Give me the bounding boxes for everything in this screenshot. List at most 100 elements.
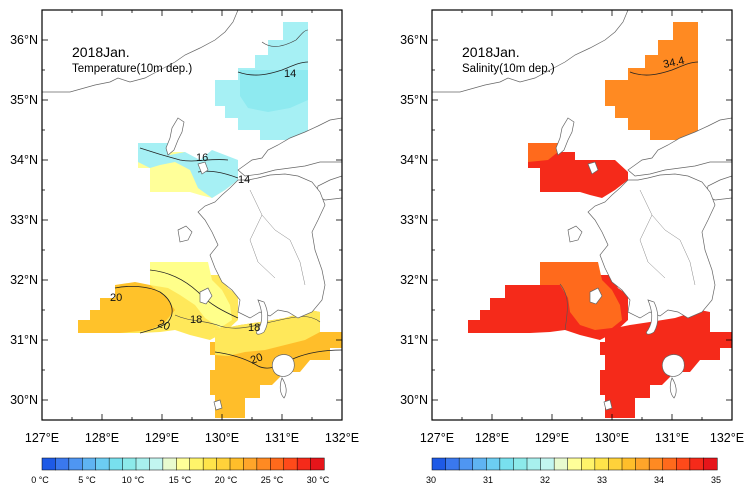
temperature-map-subtitle: Temperature(10m dep.) [72,63,192,75]
sal-colorbar-swatch-5 [499,457,514,471]
sal-cb-label-32: 32 [540,475,550,485]
temp-field-south-light [215,310,320,356]
sal-colorbar-swatch-14 [621,457,637,471]
temperature-land [42,10,342,411]
temp-colorbar-swatch-3 [82,457,97,471]
tsushima-island [165,117,185,156]
temp-colorbar-swatch-1 [55,457,70,471]
sal-korean-peninsula [432,10,629,93]
salinity-colorbar [431,457,718,471]
sal-colorbar-swatch-9 [553,457,569,471]
korean-peninsula [42,10,239,93]
temp-colorbar-swatch-5 [108,457,124,471]
sal-colorbar-swatch-0 [431,457,447,471]
sal-contour-west [559,283,568,331]
sal-small-island-south [603,399,613,411]
temp-colorbar-swatch-9 [162,457,177,471]
temp-colorbar-swatch-13 [216,457,231,471]
sal-lat-label-33: 33°N [400,213,428,227]
sal-lat-label-31: 31°N [400,333,428,347]
satsuma-bay [256,299,269,335]
salinity-land [432,10,732,411]
temp-contour-18 [149,269,239,319]
temp-cb-label-25: 25 °C [261,475,284,485]
iki-island [197,161,209,175]
temp-lat-label-34: 34°N [10,153,38,167]
temp-lat-label-31: 31°N [10,333,38,347]
temp-lon-label-127: 127°E [25,431,59,445]
salinity-contour-labels: 34.4 [662,55,685,71]
sal-cb-label-33: 33 [597,475,607,485]
sal-lat-label-36: 36°N [400,33,428,47]
sal-cb-label-35: 35 [711,475,721,485]
sal-tanegashima [669,377,677,399]
temp-lat-label-32: 32°N [10,273,38,287]
sal-colorbar-swatch-17 [662,457,677,471]
temp-field-tsushima-cool [138,143,238,198]
sal-colorbar-swatch-4 [486,457,501,471]
sal-field-tsushima [528,143,628,198]
temp-colorbar-swatch-2 [68,457,83,471]
salinity-map-ticks [431,9,733,420]
temp-colorbar-swatch-14 [229,457,244,471]
sal-field-tsushima-nw [528,143,560,162]
sal-honshu [627,117,732,177]
temp-colorbar-swatch-16 [256,457,271,471]
sal-iki-island [587,161,599,175]
temp-cb-label-10: 10 °C [122,475,145,485]
temp-lon-label-129: 129°E [145,431,179,445]
temp-contour-20-west [114,285,173,334]
temperature-colorbar-labels: 0 °C 5 °C 10 °C 15 °C 20 °C 25 °C 30 °C [31,475,330,485]
sal-lon-label-132: 132°E [710,431,744,445]
tanegashima [279,377,287,399]
sal-colorbar-swatch-2 [458,457,474,471]
temp-lat-label-35: 35°N [10,93,38,107]
temp-contour-label-18b: 18 [248,322,260,334]
temp-colorbar-swatch-10 [176,457,191,471]
sal-colorbar-swatch-16 [648,457,664,471]
sal-lat-label-34: 34°N [400,153,428,167]
sal-koshiki-islands [589,287,603,305]
sal-colorbar-swatch-8 [540,457,555,471]
temp-colorbar-swatch-19 [296,457,312,471]
temperature-colorbar [41,457,325,471]
sal-satsuma-bay [646,299,659,335]
temp-contour-label-20a: 20 [110,292,122,304]
temp-cb-label-20: 20 °C [215,475,238,485]
sal-lon-label-129: 129°E [535,431,569,445]
small-island-south [213,399,223,411]
sal-colorbar-swatch-1 [445,457,460,471]
salinity-prefecture-lines [639,189,696,286]
kyushu [197,173,326,319]
honshu [237,117,342,177]
sal-lat-label-35: 35°N [400,93,428,107]
sal-colorbar-swatch-6 [513,457,528,471]
temp-contour-label-18a: 18 [190,314,202,326]
sal-field-north [605,22,698,140]
temp-lon-label-128: 128°E [85,431,119,445]
sal-colorbar-swatch-15 [635,457,650,471]
temperature-lon-labels: 127°E 128°E 129°E 130°E 131°E 132°E [25,431,359,445]
temp-contour-14-north [237,61,309,76]
koshiki-islands [199,287,213,305]
temp-contour-14b-north [261,29,309,47]
salinity-map-subtitle: Salinity(10m dep.) [462,63,555,75]
sal-lat-label-32: 32°N [400,273,428,287]
temp-colorbar-swatch-6 [122,457,137,471]
temp-colorbar-swatch-4 [95,457,110,471]
sal-colorbar-swatch-7 [526,457,542,471]
goto-islands [177,225,193,243]
temp-colorbar-swatch-20 [310,457,325,471]
temp-cb-label-0: 0 °C [31,475,49,485]
temp-field-west-warm [78,282,175,333]
sal-colorbar-swatch-18 [676,457,691,471]
temperature-prefecture-lines [249,189,306,286]
temp-cb-label-30: 30 °C [307,475,330,485]
sal-colorbar-swatch-20 [703,457,718,471]
temperature-map-title: 2018Jan. [72,44,130,60]
temp-colorbar-swatch-18 [283,457,298,471]
sal-lon-label-127: 127°E [420,431,454,445]
temp-colorbar-swatch-7 [135,457,150,471]
salinity-map-title: 2018Jan. [462,44,520,60]
